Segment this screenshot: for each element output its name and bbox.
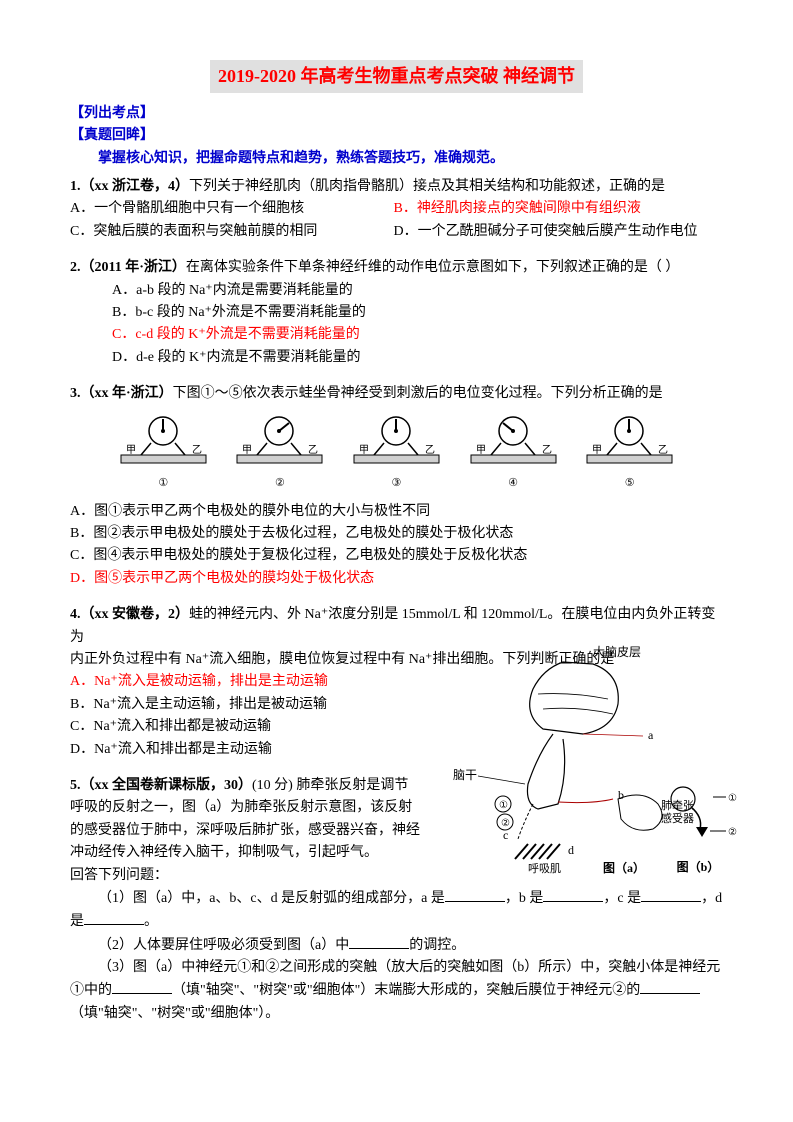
svg-text:甲: 甲: [242, 445, 252, 456]
label-b: b: [618, 788, 624, 802]
label-muscle: 呼吸肌: [528, 862, 561, 874]
q1-stem: 下列关于神经肌肉（肌肉指骨骼肌）接点及其相关结构和功能叙述，正确的是: [189, 179, 665, 194]
header-list-points: 【列出考点】: [70, 103, 723, 125]
galvanometer-1: 甲 乙 ①: [116, 413, 211, 492]
galvanometer-5: 甲 乙 ⑤: [582, 413, 677, 492]
q3-opt-a: A．图①表示甲乙两个电极处的膜外电位的大小与极性不同: [70, 501, 723, 523]
label-fig-a: 图（a）: [603, 860, 645, 874]
blank-p3a: [112, 979, 172, 994]
blank-p3b: [640, 979, 700, 994]
q5-p3b: （填"轴突"、"树突"或"细胞体"）末端膨大形成的，突触后膜位于神经元②的: [172, 983, 640, 998]
q1-options-row2: C．突触后膜的表面积与突触前膜的相同 D．一个乙酰胆碱分子可使突触后膜产生动作电…: [70, 221, 723, 243]
label-cortex: 大脑皮层: [593, 645, 641, 659]
q4-opt-a: A．Na⁺流入是被动运输，排出是主动运输: [70, 671, 420, 693]
galvanometer-4: 甲 乙 ④: [466, 413, 561, 492]
svg-text:甲: 甲: [126, 445, 136, 456]
q5-p1c: ，c 是: [603, 891, 641, 906]
q4-opt-c: C．Na⁺流入和排出都是被动运输: [70, 716, 420, 738]
label-a: a: [648, 728, 654, 742]
q3-opt-d: D．图⑤表示甲乙两个电极处的膜均处于极化状态: [70, 568, 723, 590]
question-1: 1.（xx 浙江卷，4）下列关于神经肌肉（肌肉指骨骼肌）接点及其相关结构和功能叙…: [70, 176, 723, 198]
blank-p2: [349, 934, 409, 949]
q5-p1a: （1）图（a）中，a、b、c、d 是反射弧的组成部分，a 是: [98, 891, 445, 906]
title-container: 2019-2020 年高考生物重点考点突破 神经调节: [70, 60, 723, 93]
q1-opt-a: A．一个骨骼肌细胞中只有一个细胞核: [70, 198, 390, 220]
svg-text:乙: 乙: [308, 444, 318, 456]
svg-text:甲: 甲: [476, 445, 486, 456]
q1-opt-c: C．突触后膜的表面积与突触前膜的相同: [70, 221, 390, 243]
q5-p1: （1）图（a）中，a、b、c、d 是反射弧的组成部分，a 是，b 是，c 是，d…: [70, 887, 723, 934]
q4-opt-d: D．Na⁺流入和排出都是主动运输: [70, 739, 420, 761]
q2-prefix: 2.（2011 年·浙江）: [70, 260, 186, 275]
label-circle1: ①: [499, 800, 508, 811]
svg-text:乙: 乙: [192, 444, 202, 456]
q1-prefix: 1.（xx 浙江卷，4）: [70, 179, 189, 194]
question-3: 3.（xx 年·浙江）下图①〜⑤依次表示蛙坐骨神经受到刺激后的电位变化过程。下列…: [70, 383, 723, 405]
q1-opt-d: D．一个乙酰胆碱分子可使突触后膜产生动作电位: [394, 221, 698, 243]
q5-p1b: ，b 是: [505, 891, 544, 906]
blank-a: [445, 887, 505, 902]
blank-b: [543, 887, 603, 902]
svg-text:甲: 甲: [592, 445, 602, 456]
galvanometer-2: 甲 乙 ②: [232, 413, 327, 492]
header-review: 【真题回眸】: [70, 125, 723, 147]
label-brainstem: 脑干: [453, 768, 477, 782]
q3-stem: 下图①〜⑤依次表示蛙坐骨神经受到刺激后的电位变化过程。下列分析正确的是: [173, 386, 663, 401]
header-grasp: 掌握核心知识，把握命题特点和趋势，熟练答题技巧，准确规范。: [70, 148, 723, 170]
q2-opt-b: B．b-c 段的 Na⁺外流是不需要消耗能量的: [112, 302, 723, 324]
galvanometer-3: 甲 乙 ③: [349, 413, 444, 492]
q1-options-row1: A．一个骨骼肌细胞中只有一个细胞核 B．神经肌肉接点的突触间隙中有组织液: [70, 198, 723, 220]
q3-opt-b: B．图②表示甲电极处的膜处于去极化过程，乙电极处的膜处于极化状态: [70, 523, 723, 545]
svg-text:乙: 乙: [425, 444, 435, 456]
svg-text:①: ①: [728, 793, 737, 804]
question-2: 2.（2011 年·浙江）在离体实验条件下单条神经纤维的动作电位示意图如下，下列…: [70, 257, 723, 279]
muscle-icon: [515, 844, 560, 859]
q5-p2b: 的调控。: [409, 938, 465, 953]
label-fig-b: 图（b）: [653, 858, 743, 877]
q4-q5-container: 4.（xx 安徽卷，2）蛙的神经元内、外 Na⁺浓度分别是 15mmol/L 和…: [70, 604, 723, 1025]
question-4: 4.（xx 安徽卷，2）蛙的神经元内、外 Na⁺浓度分别是 15mmol/L 和…: [70, 604, 723, 649]
q5-p1e: 。: [144, 914, 158, 929]
q3-prefix: 3.（xx 年·浙江）: [70, 386, 173, 401]
q2-opt-a: A．a-b 段的 Na⁺内流是需要消耗能量的: [112, 280, 723, 302]
q3-opt-c: C．图④表示甲电极处的膜处于复极化过程，乙电极处的膜处于反极化状态: [70, 545, 723, 567]
q5-p2: （2）人体要屏住呼吸必须受到图（a）中 的调控。: [70, 934, 723, 957]
q2-stem: 在离体实验条件下单条神经纤维的动作电位示意图如下，下列叙述正确的是（ ）: [186, 260, 680, 275]
label-d: d: [568, 843, 574, 857]
blank-c: [641, 887, 701, 902]
q4-options: A．Na⁺流入是被动运输，排出是主动运输 B．Na⁺流入是主动运输，排出是被动运…: [70, 671, 420, 761]
q1-opt-b: B．神经肌肉接点的突触间隙中有组织液: [394, 198, 641, 220]
page-title: 2019-2020 年高考生物重点考点突破 神经调节: [210, 60, 583, 93]
q3-diagram-row: 甲 乙 ① 甲 乙 ② 甲 乙 ③: [110, 413, 683, 492]
label-circle2: ②: [501, 818, 510, 829]
svg-text:②: ②: [728, 827, 737, 838]
q5-prefix: 5.（xx 全国卷新课标版，30）: [70, 778, 252, 793]
q2-opt-d: D．d-e 段的 K⁺内流是不需要消耗能量的: [112, 347, 723, 369]
svg-text:乙: 乙: [658, 444, 668, 456]
svg-text:乙: 乙: [542, 444, 552, 456]
q5-p3c: （填"轴突"、"树突"或"细胞体"）。: [70, 1006, 279, 1021]
svg-text:甲: 甲: [359, 445, 369, 456]
blank-d: [84, 910, 144, 925]
q5-p2a: （2）人体要屏住呼吸必须受到图（a）中: [98, 938, 349, 953]
q2-opt-c: C．c-d 段的 K⁺外流是不需要消耗能量的: [112, 324, 723, 346]
q4-prefix: 4.（xx 安徽卷，2）: [70, 607, 189, 622]
q5-p3: （3）图（a）中神经元①和②之间形成的突触（放大后的突触如图（b）所示）中，突触…: [70, 957, 723, 1025]
q4-opt-b: B．Na⁺流入是主动运输，排出是被动运输: [70, 694, 420, 716]
figure-b: ① ② 图（b）: [653, 779, 743, 877]
